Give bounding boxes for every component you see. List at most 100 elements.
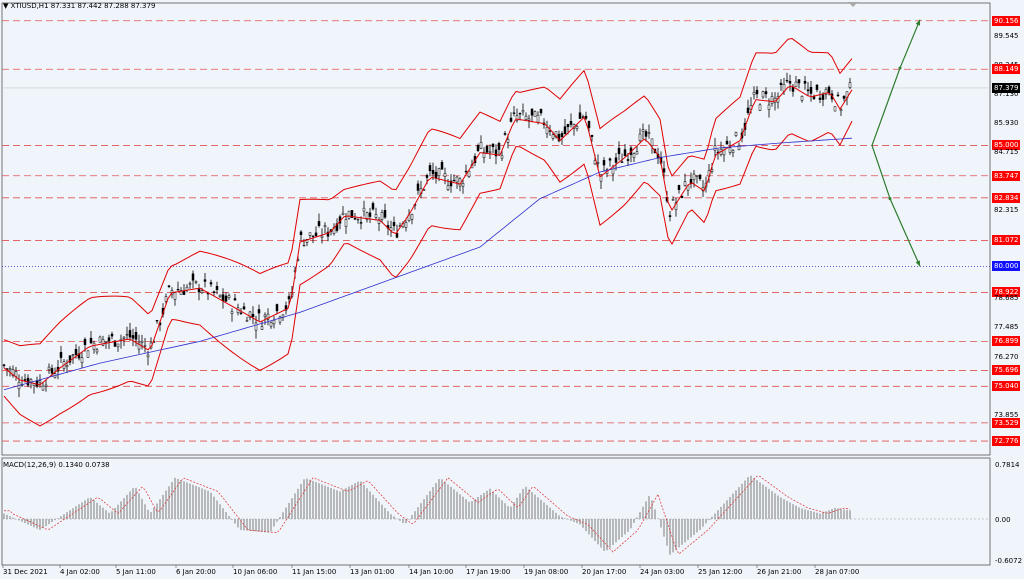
macd-bar (621, 519, 623, 538)
candle-body (380, 212, 384, 220)
macd-bar (138, 493, 140, 519)
price-label: 77.485 (994, 323, 1019, 332)
candle-body (518, 112, 522, 115)
macd-bar (333, 489, 335, 519)
candle-body (377, 219, 381, 224)
macd-bar (798, 507, 800, 519)
macd-bar (549, 507, 551, 519)
candle-body (617, 147, 621, 155)
candle-body (500, 155, 504, 159)
macd-bar (174, 477, 176, 519)
macd-bar (681, 519, 683, 545)
macd-bar (231, 519, 233, 520)
candle-body (143, 345, 147, 347)
macd-bar (12, 517, 14, 519)
candle-body (437, 168, 441, 176)
macd-bar (606, 519, 608, 551)
macd-bar (111, 511, 113, 519)
candle-body (797, 79, 801, 84)
candle-body (476, 145, 480, 151)
candle-body (83, 339, 87, 345)
collapse-triangle-icon[interactable]: ▼ (3, 2, 11, 10)
macd-bar (153, 507, 155, 519)
candle-body (131, 335, 135, 339)
candle-body (362, 207, 366, 212)
candle-body (176, 288, 180, 291)
candle-body (146, 354, 150, 358)
candle-body (755, 89, 759, 95)
macd-bar (150, 512, 152, 519)
candle-body (626, 159, 630, 161)
candle-body (344, 219, 348, 227)
candle-body (110, 333, 114, 337)
macd-bar (156, 503, 158, 519)
macd-bar (720, 506, 722, 519)
macd-bar (783, 499, 785, 519)
candle-body (116, 343, 120, 348)
candle-body (287, 296, 291, 300)
macd-bar (795, 505, 797, 519)
macd-bar (792, 504, 794, 519)
macd-bar (84, 500, 86, 519)
candle-body (140, 340, 144, 343)
candle-body (539, 109, 543, 114)
candle-body (434, 171, 438, 178)
macd-bar (144, 504, 146, 519)
macd-bar (234, 519, 236, 524)
candle-body (557, 133, 561, 142)
candle-body (461, 183, 465, 187)
price-label: 83.747 (992, 170, 1020, 181)
macd-bar (669, 519, 671, 555)
macd-bar (564, 518, 566, 519)
macd-bar (366, 488, 368, 519)
candle-body (335, 223, 339, 231)
macd-bar (615, 519, 617, 543)
candle-body (368, 212, 372, 217)
macd-bar (582, 519, 584, 528)
macd-bar (435, 483, 437, 519)
macd-bar (297, 488, 299, 519)
macd-bar (24, 519, 26, 524)
macd-bar (6, 514, 8, 519)
macd-bar (318, 483, 320, 519)
candle-body (788, 81, 792, 84)
candle-body (794, 81, 798, 88)
macd-bar (480, 494, 482, 519)
candle-body (827, 86, 831, 94)
price-label: 82.834 (992, 192, 1020, 203)
macd-header: MACD(12,26,9) 0.1340 0.0738 (3, 461, 110, 469)
macd-bar (348, 486, 350, 519)
candle-body (11, 369, 15, 377)
candle-body (89, 337, 93, 344)
candle-body (320, 235, 324, 238)
macd-bar (567, 519, 569, 520)
macd-bar (756, 480, 758, 519)
macd-bar (561, 517, 563, 519)
macd-bar (327, 486, 329, 519)
candle-body (506, 139, 510, 143)
macd-bar (522, 488, 524, 519)
macd-bar (639, 512, 641, 519)
time-label: 25 Jan 12:00 (698, 568, 743, 576)
candle-body (311, 235, 315, 237)
macd-bar (102, 507, 104, 519)
macd-bar (414, 511, 416, 519)
candle-body (230, 311, 234, 314)
macd-bar (831, 509, 833, 519)
macd-bar (849, 510, 851, 519)
macd-bar (465, 499, 467, 519)
macd-bar (846, 509, 848, 519)
macd-bar (594, 519, 596, 541)
macd-bar (822, 512, 824, 519)
macd-bar (627, 519, 629, 532)
candle-body (497, 143, 501, 150)
macd-bar (126, 494, 128, 519)
macd-bar (510, 506, 512, 519)
candle-body (23, 379, 27, 381)
candle-body (197, 288, 201, 293)
macd-bar (819, 513, 821, 519)
candle-body (569, 121, 573, 125)
macd-bar (816, 512, 818, 519)
